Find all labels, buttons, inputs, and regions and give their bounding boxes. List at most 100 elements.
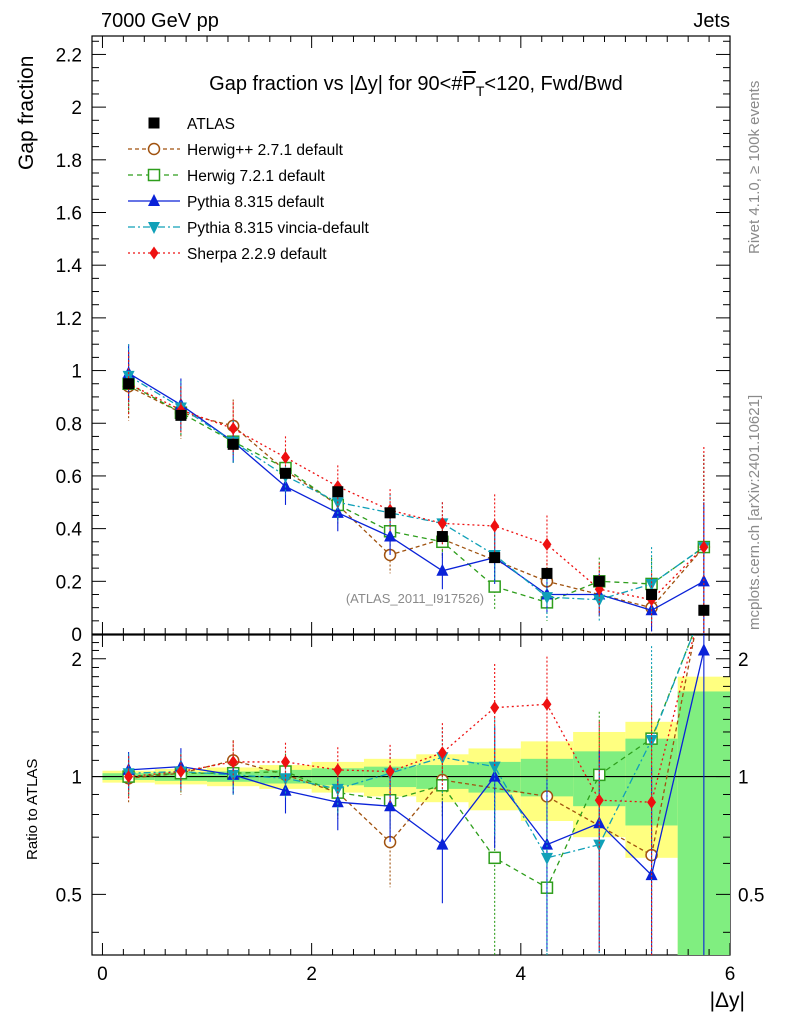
legend-item-herwig-7-2-1-default: Herwig 7.2.1 default [128,168,326,185]
sherpa-2-2-9-default-ratio-point [280,755,290,769]
sherpa-2-2-9-default-ratio-point [490,701,500,715]
main-panel-frame [91,35,731,635]
sherpa-2-2-9-default-ratio-point [333,763,343,777]
pythia-8-315-vincia-default-point [645,578,658,591]
y-tick-label: 1.6 [56,204,82,225]
pythia-8-315-default-point [279,479,292,492]
legend-herwig-7-2-1-default-label: Herwig 7.2.1 default [187,168,326,185]
energy-label: 7000 GeV pp [101,10,219,32]
herwig-7-2-1-default-line [128,383,705,604]
pythia-8-315-vincia-default-ratio-point [645,735,658,748]
sherpa-2-2-9-default-ratio-point [437,746,447,760]
pythia-8-315-vincia-default-ratio-point [540,852,553,865]
herwig-7-2-1-default-ratio-point [488,851,501,865]
legend-item-sherpa-2-2-9-default: Sherpa 2.2.9 default [128,246,327,263]
legend-sherpa-2-2-9-default-label: Sherpa 2.2.9 default [187,246,327,263]
sherpa-2-2-9-default-point [228,422,238,436]
sherpa-2-2-9-default-line [128,383,705,601]
legend-item-pythia-8-315-default: Pythia 8.315 default [128,194,325,211]
sherpa-2-2-9-default-point [280,450,290,464]
atlas-data-point [646,588,658,600]
atlas-data-point [489,552,501,564]
atlas-data-point [332,486,344,498]
sherpa-2-2-9-default-ratio-line [128,635,695,803]
pythia-8-315-default-ratio-point [436,837,449,850]
legend-atlas-marker [148,117,160,129]
sherpa-2-2-9-default-ratio-point [228,755,238,769]
sherpa-2-2-9-default-point [437,516,447,530]
y-axis-label: Gap fraction [15,56,38,170]
y-tick-label: 1.4 [56,256,83,277]
pythia-8-315-vincia-default-ratio-point [488,761,501,774]
x-tick-label: 6 [725,964,736,985]
y-tick-label: 2 [71,98,82,119]
y-tick-label: 1.2 [56,309,82,330]
mcplots-label: mcplots.cern.ch [arXiv:2401.10621] [746,395,763,630]
ratio-tick-label: 1 [71,768,82,789]
ratio-series-layer [122,635,710,955]
y-tick-label: 0.6 [56,467,82,488]
x-tick-label: 4 [516,964,527,985]
main-series-layer [122,344,711,634]
atlas-data-point [541,567,553,579]
y-tick-label: 0 [71,625,82,646]
ratio-tick-label-right: 2 [738,650,749,671]
herwig-2-7-1-default-line [128,385,705,609]
y-tick-label: 2.2 [56,45,82,66]
legend-pythia-8-315-default-marker [148,194,160,206]
atlas-data-point [384,507,396,519]
atlas-data-point [279,467,291,479]
uncertainty-band [92,676,730,955]
atlas-data-point [593,575,605,587]
y-tick-label: 0.2 [56,572,82,593]
sherpa-2-2-9-default-point [490,519,500,533]
pythia-8-315-default-ratio-point [279,783,292,796]
legend-pythia-8-315-vincia-default-marker [148,222,160,234]
sherpa-2-2-9-default-ratio-point [542,697,552,711]
legend-herwig-7-2-1-default-marker [147,168,161,182]
sherpa-2-2-9-default-ratio-point [647,795,657,809]
legend-item-atlas: ATLAS [148,116,235,133]
analysis-id-watermark: (ATLAS_2011_I917526) [346,591,484,606]
legend-herwig-2-7-1-default-label: Herwig++ 2.7.1 default [187,142,344,159]
pythia-8-315-default-ratio-point [540,837,553,850]
y-tick-label: 1.8 [56,151,82,172]
legend-atlas-label: ATLAS [187,116,235,133]
pythia-8-315-vincia-default-ratio-point [331,783,344,796]
pythia-8-315-default-ratio-point [331,795,344,808]
pythia-8-315-vincia-default-ratio-line [128,635,694,859]
legend-sherpa-2-2-9-default-marker [149,246,159,260]
sherpa-2-2-9-default-point [699,540,709,554]
legend: ATLAS Herwig++ 2.7.1 default Herwig 7.2.1 … [128,116,370,263]
atlas-data-point [436,531,448,543]
atlas-data-point [698,604,710,616]
x-axis-label: |Δy| [710,989,745,1012]
pythia-8-315-default-ratio-point [384,799,397,812]
legend-herwig-2-7-1-default-marker [147,142,161,156]
sherpa-2-2-9-default-ratio-point [385,765,395,779]
sherpa-2-2-9-default-ratio-point [594,793,604,807]
ratio-tick-label-right: 1 [738,768,749,789]
rivet-label: Rivet 4.1.0, ≥ 100k events [746,81,763,254]
pythia-8-315-vincia-default-point [540,592,553,605]
ratio-tick-label: 2 [71,650,82,671]
ratio-tick-label: 0.5 [56,885,82,906]
pythia-8-315-default-point [384,529,397,542]
atlas-data-point [175,409,187,421]
legend-pythia-8-315-default-label: Pythia 8.315 default [187,194,325,211]
pythia-8-315-default-ratio-point [697,643,710,656]
axis-ticks: 0 2 4 6 0 0.2 0.4 0.6 0.8 1 1.2 1.4 1.6 1.8 2 2.2 0.5 0.5… [56,36,764,985]
herwig-7-2-1-default-ratio-line [128,635,694,889]
legend-item-herwig-2-7-1-default: Herwig++ 2.7.1 default [128,142,344,159]
pythia-8-315-default-point [645,603,658,616]
legend-pythia-8-315-vincia-default-label: Pythia 8.315 vincia-default [187,220,370,237]
sherpa-2-2-9-default-ratio-point [176,765,186,779]
pythia-8-315-default-point [436,563,449,576]
y-tick-label: 1 [71,362,82,383]
pythia-8-315-default-point [331,505,344,518]
ratio-y-axis-label: Ratio to ATLAS [24,759,41,860]
y-tick-label: 0.8 [56,414,82,435]
pythia-8-315-vincia-default-line [128,375,705,601]
process-label: Jets [693,10,730,32]
